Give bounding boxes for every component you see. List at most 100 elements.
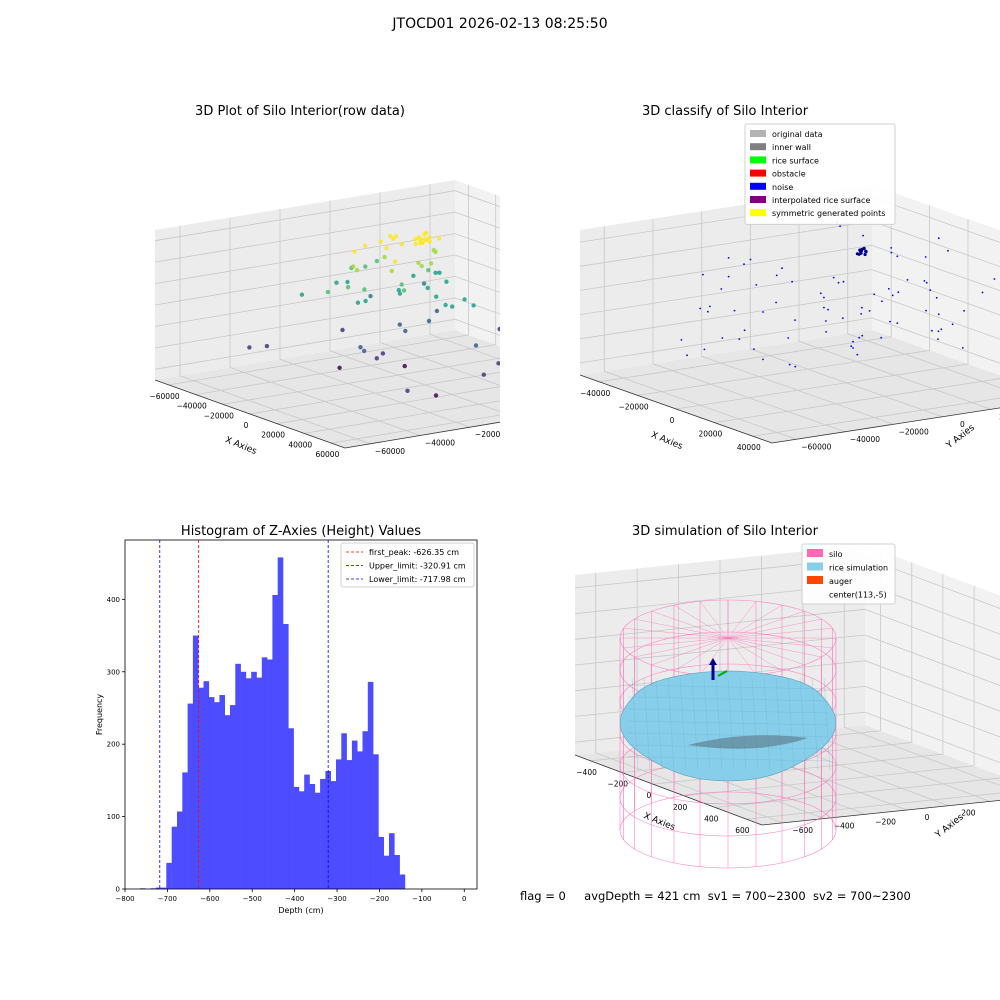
- x-tick-label: −200: [607, 780, 628, 789]
- noise-cluster-point: [863, 252, 867, 257]
- noise-point: [925, 309, 927, 312]
- silo-roof-line: [673, 604, 729, 639]
- x-tick-label: 600: [735, 826, 750, 835]
- silo-roof-line: [727, 637, 833, 649]
- noise-point: [861, 334, 864, 337]
- y-axis-label: Frequency: [95, 694, 104, 736]
- noise-point: [749, 258, 752, 261]
- y-tick-label: −60000: [801, 442, 831, 451]
- histogram-bar: [394, 855, 400, 889]
- grid-line-y: [843, 547, 1000, 786]
- noise-cluster-point: [864, 249, 868, 253]
- panel1-title: 3D Plot of Silo Interior(row data): [195, 104, 405, 119]
- histogram-bar: [155, 887, 162, 889]
- noise-point: [862, 234, 864, 237]
- noise-point: [755, 284, 758, 286]
- data-point: [402, 363, 407, 369]
- y-tick-label: −60000: [375, 447, 405, 456]
- legend-swatch: [750, 130, 766, 137]
- grid-line-x: [331, 414, 500, 444]
- noise-point: [762, 311, 764, 313]
- rice-mesh-line: [739, 677, 747, 771]
- legend-box: [801, 543, 896, 605]
- data-point: [481, 372, 486, 377]
- grid-line-z: [579, 269, 1000, 316]
- y-axis-line: [761, 799, 1000, 826]
- data-point: [368, 293, 373, 299]
- noise-point: [794, 365, 797, 368]
- histogram-title: Histogram of Z-Axies (Height) Values: [180, 524, 422, 539]
- data-point: [462, 297, 467, 302]
- plot-frame: [124, 539, 478, 890]
- noise-point: [924, 256, 927, 258]
- histogram-bar: [399, 874, 406, 889]
- noise-point: [860, 313, 863, 315]
- silo-roof-line: [727, 637, 783, 672]
- y-tick-label: 200: [961, 809, 976, 818]
- grid-line-x: [304, 400, 500, 434]
- noise-point: [880, 336, 883, 339]
- histogram-bar: [182, 772, 188, 889]
- silo-roof-line: [727, 601, 757, 639]
- grid-line-y: [701, 211, 894, 425]
- histogram-bar: [341, 733, 347, 889]
- noise-point: [937, 330, 940, 333]
- silo-ring: [619, 791, 837, 869]
- legend-label: noise: [772, 183, 793, 192]
- data-point: [358, 345, 363, 350]
- grid-line-z: [154, 297, 500, 349]
- noise-point: [856, 353, 859, 356]
- silo-roof-line: [673, 637, 729, 672]
- data-point: [444, 279, 449, 284]
- grid-line-y: [847, 188, 1000, 389]
- silo-roof-line: [634, 618, 729, 639]
- data-point: [497, 326, 500, 332]
- noise-point: [823, 296, 825, 299]
- x-tick-label: 0: [244, 421, 249, 430]
- noise-point: [703, 348, 706, 351]
- noise-point: [827, 308, 829, 311]
- grid-line-z: [154, 275, 500, 327]
- data-point: [433, 249, 438, 254]
- y-axis-label: Y Axies: [933, 812, 966, 841]
- data-point: [352, 249, 357, 254]
- x-tick-label: −60000: [149, 392, 179, 401]
- noise-point: [819, 292, 822, 295]
- auger-tip-icon: [709, 658, 717, 665]
- histogram-bar: [171, 826, 178, 889]
- data-point: [423, 237, 429, 243]
- legend-swatch: [750, 196, 766, 203]
- noise-point: [791, 280, 793, 283]
- noise-point: [935, 296, 938, 299]
- noise-point: [891, 294, 894, 297]
- histogram-bar: [283, 624, 289, 889]
- noise-point: [937, 338, 939, 340]
- grid-line-y: [179, 225, 371, 445]
- x-axis-line: [579, 374, 773, 444]
- silo-roof-line: [651, 637, 729, 666]
- histogram-bar: [198, 687, 204, 889]
- noise-point: [709, 305, 711, 308]
- data-point: [436, 236, 442, 241]
- noise-cluster-point: [862, 246, 866, 250]
- data-point: [354, 267, 360, 273]
- data-point: [401, 288, 407, 293]
- data-point: [417, 240, 423, 246]
- noise-point: [890, 251, 893, 254]
- grid-line-z: [154, 254, 500, 306]
- rice-mesh-line: [763, 677, 771, 771]
- legend-swatch: [750, 209, 766, 217]
- noise-point: [788, 363, 791, 366]
- noise-point: [721, 337, 724, 339]
- noise-point: [873, 293, 876, 296]
- x-axis-line: [154, 379, 346, 449]
- data-point: [374, 258, 380, 264]
- noise-point: [680, 339, 683, 341]
- data-point: [334, 280, 339, 285]
- grid-line-x: [684, 585, 975, 797]
- histogram-bar: [272, 595, 278, 889]
- data-point: [337, 365, 342, 370]
- noise-point: [702, 273, 704, 276]
- grid-line-z: [154, 211, 500, 263]
